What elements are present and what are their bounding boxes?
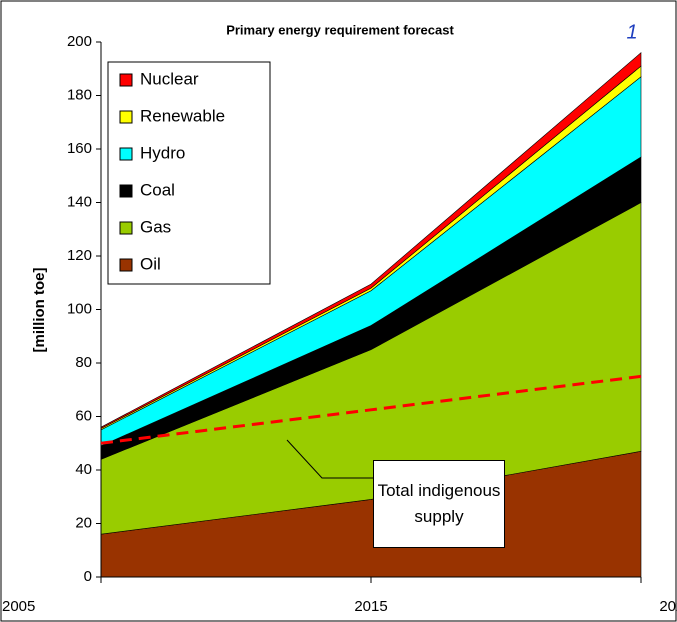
x-tick-label: 2005 — [2, 598, 35, 615]
annotation-box: Total indigenous supply — [373, 460, 505, 548]
y-tick-label: 0 — [84, 568, 92, 585]
chart-title: Primary energy requirement forecast — [226, 22, 454, 37]
legend-label: Oil — [140, 254, 161, 273]
supply-line — [100, 374, 642, 445]
y-tick-label: 160 — [67, 140, 92, 157]
x-tick-label: 2015 — [354, 598, 387, 615]
corner-label: 1 — [626, 21, 637, 43]
y-tick-label: 100 — [67, 300, 92, 317]
y-tick-label: 120 — [67, 247, 92, 264]
legend-swatch — [119, 73, 133, 87]
x-tick-label: 2025 — [659, 598, 677, 615]
y-tick-label: 20 — [75, 514, 92, 531]
legend-swatch — [119, 258, 133, 272]
legend-swatch — [119, 147, 133, 161]
legend-swatch — [119, 110, 133, 124]
legend-label: Hydro — [140, 143, 185, 162]
legend-label: Renewable — [140, 106, 225, 125]
y-axis-label: [million toe] — [31, 268, 48, 353]
y-tick-label: 180 — [67, 86, 92, 103]
legend-swatch — [119, 221, 133, 235]
y-tick-label: 60 — [75, 407, 92, 424]
legend-label: Gas — [140, 217, 171, 236]
y-tick-label: 80 — [75, 354, 92, 371]
legend-box — [107, 61, 271, 285]
y-tick-label: 40 — [75, 461, 92, 478]
y-tick-label: 140 — [67, 193, 92, 210]
legend-label: Nuclear — [140, 69, 199, 88]
y-tick-label: 200 — [67, 33, 92, 50]
leader-line — [286, 439, 373, 479]
legend-label: Coal — [140, 180, 175, 199]
legend-swatch — [119, 184, 133, 198]
